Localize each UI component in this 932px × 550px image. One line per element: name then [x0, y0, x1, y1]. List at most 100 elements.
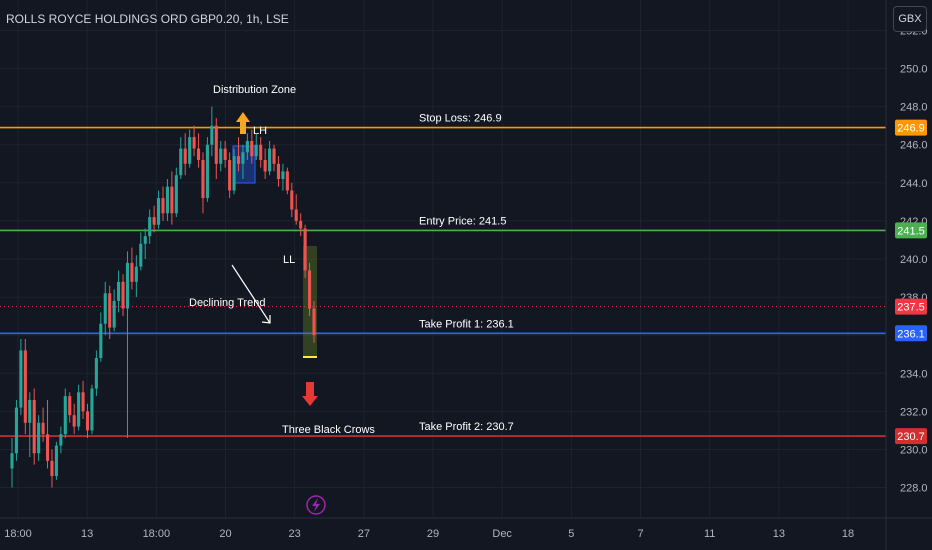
lightning-icon[interactable] — [306, 495, 326, 515]
candle-body — [188, 137, 192, 164]
candle — [148, 209, 152, 244]
candle — [285, 167, 289, 195]
candle — [241, 144, 245, 180]
candle-body — [14, 407, 18, 454]
candle-body — [139, 243, 143, 267]
candle — [232, 148, 236, 195]
candle-body — [201, 159, 205, 199]
level-line-label: Take Profit 2: 230.7 — [419, 421, 514, 433]
candle — [228, 152, 232, 199]
price-badge — [895, 428, 927, 445]
price-tick-label: 246.0 — [900, 140, 928, 152]
candle-body — [23, 350, 27, 423]
candle-body — [161, 198, 165, 214]
candle — [165, 179, 169, 221]
declining-trend-label: Declining Trend — [189, 297, 265, 309]
candle-body — [228, 159, 232, 191]
candle — [272, 144, 276, 172]
chart-grid — [0, 0, 886, 518]
candle-body — [19, 350, 23, 408]
candle-body — [108, 293, 112, 328]
candle — [54, 441, 58, 480]
candle-body — [259, 144, 263, 160]
candle — [205, 137, 209, 202]
candle-body — [285, 171, 289, 191]
candle — [99, 312, 103, 362]
candle-body — [81, 392, 85, 412]
current-price-badge-label: 237.5 — [897, 302, 925, 314]
candle-body — [72, 415, 76, 427]
candle — [183, 133, 187, 176]
ll-label: LL — [283, 254, 295, 266]
candle-body — [174, 175, 178, 214]
declining-trend-arrowhead — [261, 315, 271, 324]
candle-body — [312, 308, 316, 336]
currency-button[interactable]: GBX — [893, 6, 927, 32]
level-line-label: Take Profit 1: 236.1 — [419, 318, 514, 330]
candle-body — [179, 148, 183, 176]
time-tick-label: 20 — [219, 528, 231, 540]
candle — [90, 384, 94, 435]
candle — [152, 205, 156, 233]
candle — [130, 247, 134, 290]
candle-body — [54, 445, 58, 477]
candle-body — [219, 148, 223, 164]
candle — [214, 118, 218, 180]
candle — [196, 133, 201, 168]
candle-body — [236, 156, 241, 164]
price-badge-label: 230.7 — [897, 431, 925, 443]
time-tick-label: 27 — [358, 528, 370, 540]
candle-body — [299, 220, 303, 229]
candle — [77, 384, 81, 431]
candle-body — [130, 262, 134, 282]
candle-body — [254, 144, 258, 157]
time-scale[interactable]: 18:00 13 18:00 20 23 27 29 Dec 5 7 11 13 18 — [0, 517, 932, 540]
candle — [174, 167, 178, 218]
candle-body — [281, 171, 285, 180]
candle-body — [148, 217, 152, 237]
candle — [223, 140, 227, 168]
candle — [19, 338, 23, 416]
candle — [201, 152, 205, 214]
price-badge — [895, 119, 927, 136]
candle — [250, 129, 254, 164]
time-tick-label: 13 — [81, 528, 93, 540]
candle-body — [94, 358, 98, 389]
candle-body — [103, 293, 107, 324]
candle — [188, 129, 192, 168]
price-tick-label: 228.0 — [900, 483, 928, 495]
price-tick-label: 230.0 — [900, 444, 928, 456]
candle — [14, 399, 18, 461]
candle-body — [232, 156, 236, 191]
candle — [170, 171, 174, 225]
candle — [28, 392, 32, 458]
candle — [23, 338, 27, 435]
candle — [308, 262, 312, 317]
candle — [103, 281, 107, 336]
candle-body — [268, 148, 272, 172]
candle-body — [112, 300, 116, 328]
up-arrow-icon — [236, 112, 250, 134]
price-tick-label: 232.0 — [900, 406, 928, 418]
candle — [63, 388, 67, 439]
candle-body — [263, 159, 267, 172]
candle-body — [32, 399, 36, 454]
candle — [312, 300, 316, 343]
candle-body — [214, 125, 218, 164]
candle-body — [68, 396, 72, 416]
candle — [236, 137, 241, 172]
candle — [259, 137, 263, 168]
declining-trend-arrow — [231, 264, 271, 324]
candle — [245, 133, 249, 160]
candle-body — [152, 217, 156, 225]
candle-body — [223, 148, 227, 160]
candle-body — [99, 323, 103, 359]
candle — [50, 449, 54, 488]
down-arrow-icon — [302, 382, 318, 406]
candle — [299, 213, 303, 237]
candle-body — [143, 236, 147, 244]
time-tick-label: 29 — [427, 528, 439, 540]
price-tick-label: 244.0 — [900, 178, 928, 190]
level-line-label: Stop Loss: 246.9 — [419, 113, 502, 125]
